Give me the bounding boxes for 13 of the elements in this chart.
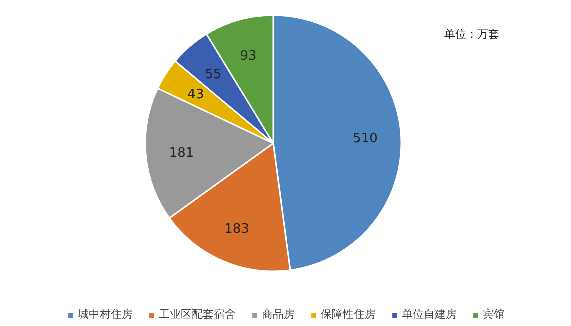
data-label: 510 bbox=[353, 131, 378, 146]
data-label: 181 bbox=[169, 146, 194, 161]
legend-label: 保障性住房 bbox=[321, 307, 376, 322]
data-label: 43 bbox=[188, 88, 204, 103]
legend-label: 工业区配套宿舍 bbox=[159, 307, 236, 322]
legend-label: 宾馆 bbox=[483, 307, 505, 322]
data-label: 55 bbox=[205, 68, 222, 83]
text: 单位：万套 bbox=[444, 28, 500, 42]
legend-label: 单位自建房 bbox=[402, 307, 457, 322]
data-label: 183 bbox=[224, 222, 250, 238]
legend-label: 城中村住房 bbox=[78, 307, 133, 322]
legend-label: 商品房 bbox=[262, 307, 295, 322]
data-label: 93 bbox=[240, 48, 257, 64]
